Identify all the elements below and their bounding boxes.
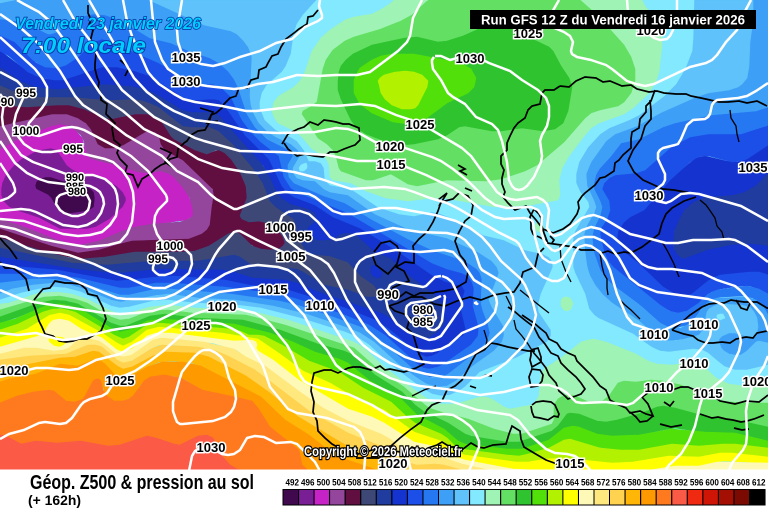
svg-text:980: 980 <box>413 303 433 317</box>
svg-text:Run GFS 12 Z du Vendredi 16 ja: Run GFS 12 Z du Vendredi 16 janvier 2026 <box>481 13 745 28</box>
svg-text:1015: 1015 <box>556 456 585 471</box>
svg-text:985: 985 <box>413 315 433 329</box>
svg-text:1000: 1000 <box>157 239 184 253</box>
svg-text:Géop. Z500 & pression au sol: Géop. Z500 & pression au sol <box>30 472 254 494</box>
svg-text:1010: 1010 <box>645 380 674 395</box>
svg-text:588: 588 <box>659 478 673 489</box>
svg-text:512: 512 <box>363 478 377 489</box>
svg-text:1025: 1025 <box>406 117 435 132</box>
svg-text:576: 576 <box>612 478 626 489</box>
svg-text:544: 544 <box>488 478 502 489</box>
svg-text:564: 564 <box>565 478 579 489</box>
svg-text:1010: 1010 <box>690 317 719 332</box>
svg-text:520: 520 <box>394 478 408 489</box>
svg-text:496: 496 <box>301 478 315 489</box>
svg-text:596: 596 <box>690 478 704 489</box>
svg-text:1015: 1015 <box>259 282 288 297</box>
svg-text:Vendredi 23 janvier 2026: Vendredi 23 janvier 2026 <box>15 14 202 33</box>
svg-text:990: 990 <box>0 95 14 109</box>
svg-text:980: 980 <box>68 186 86 198</box>
svg-text:1020: 1020 <box>743 374 768 389</box>
svg-text:604: 604 <box>721 478 735 489</box>
svg-text:1020: 1020 <box>376 139 405 154</box>
svg-text:492: 492 <box>286 478 300 489</box>
svg-text:568: 568 <box>581 478 595 489</box>
svg-text:7:00 locale: 7:00 locale <box>21 33 146 58</box>
svg-text:612: 612 <box>752 478 766 489</box>
svg-text:(+ 162h): (+ 162h) <box>28 492 81 508</box>
svg-text:1015: 1015 <box>694 386 723 401</box>
svg-text:995: 995 <box>63 142 83 156</box>
svg-text:600: 600 <box>705 478 719 489</box>
svg-text:1035: 1035 <box>739 160 768 175</box>
svg-text:1020: 1020 <box>379 456 408 471</box>
svg-text:1030: 1030 <box>197 440 226 455</box>
svg-text:536: 536 <box>457 478 471 489</box>
svg-text:1025: 1025 <box>182 318 211 333</box>
svg-text:990: 990 <box>377 287 399 302</box>
svg-text:1010: 1010 <box>306 298 335 313</box>
svg-text:1030: 1030 <box>456 51 485 66</box>
svg-text:528: 528 <box>425 478 439 489</box>
svg-text:990: 990 <box>66 172 84 184</box>
svg-text:548: 548 <box>503 478 517 489</box>
svg-text:540: 540 <box>472 478 486 489</box>
svg-text:552: 552 <box>519 478 533 489</box>
svg-text:995: 995 <box>290 229 312 244</box>
svg-text:Copyright © 2026 Meteociel.fr: Copyright © 2026 Meteociel.fr <box>304 443 462 459</box>
svg-text:608: 608 <box>736 478 750 489</box>
svg-text:995: 995 <box>148 252 168 266</box>
svg-text:1020: 1020 <box>208 299 237 314</box>
svg-text:500: 500 <box>317 478 331 489</box>
svg-text:572: 572 <box>597 478 611 489</box>
svg-text:1025: 1025 <box>106 373 135 388</box>
svg-text:1000: 1000 <box>13 124 40 138</box>
svg-text:1030: 1030 <box>635 188 664 203</box>
svg-text:556: 556 <box>534 478 548 489</box>
svg-text:1000: 1000 <box>266 220 295 235</box>
svg-text:584: 584 <box>643 478 657 489</box>
svg-text:592: 592 <box>674 478 688 489</box>
svg-text:1015: 1015 <box>377 157 406 172</box>
svg-text:1020: 1020 <box>0 363 28 378</box>
svg-text:560: 560 <box>550 478 564 489</box>
svg-text:1010: 1010 <box>640 327 669 342</box>
svg-text:1005: 1005 <box>277 249 306 264</box>
svg-text:504: 504 <box>332 478 346 489</box>
svg-text:532: 532 <box>441 478 455 489</box>
svg-text:580: 580 <box>628 478 642 489</box>
svg-text:524: 524 <box>410 478 424 489</box>
svg-text:516: 516 <box>379 478 393 489</box>
svg-text:1035: 1035 <box>172 50 201 65</box>
svg-text:985: 985 <box>66 181 84 193</box>
svg-text:1010: 1010 <box>680 356 709 371</box>
svg-text:1030: 1030 <box>172 74 201 89</box>
svg-text:508: 508 <box>348 478 362 489</box>
svg-text:995: 995 <box>16 86 36 100</box>
